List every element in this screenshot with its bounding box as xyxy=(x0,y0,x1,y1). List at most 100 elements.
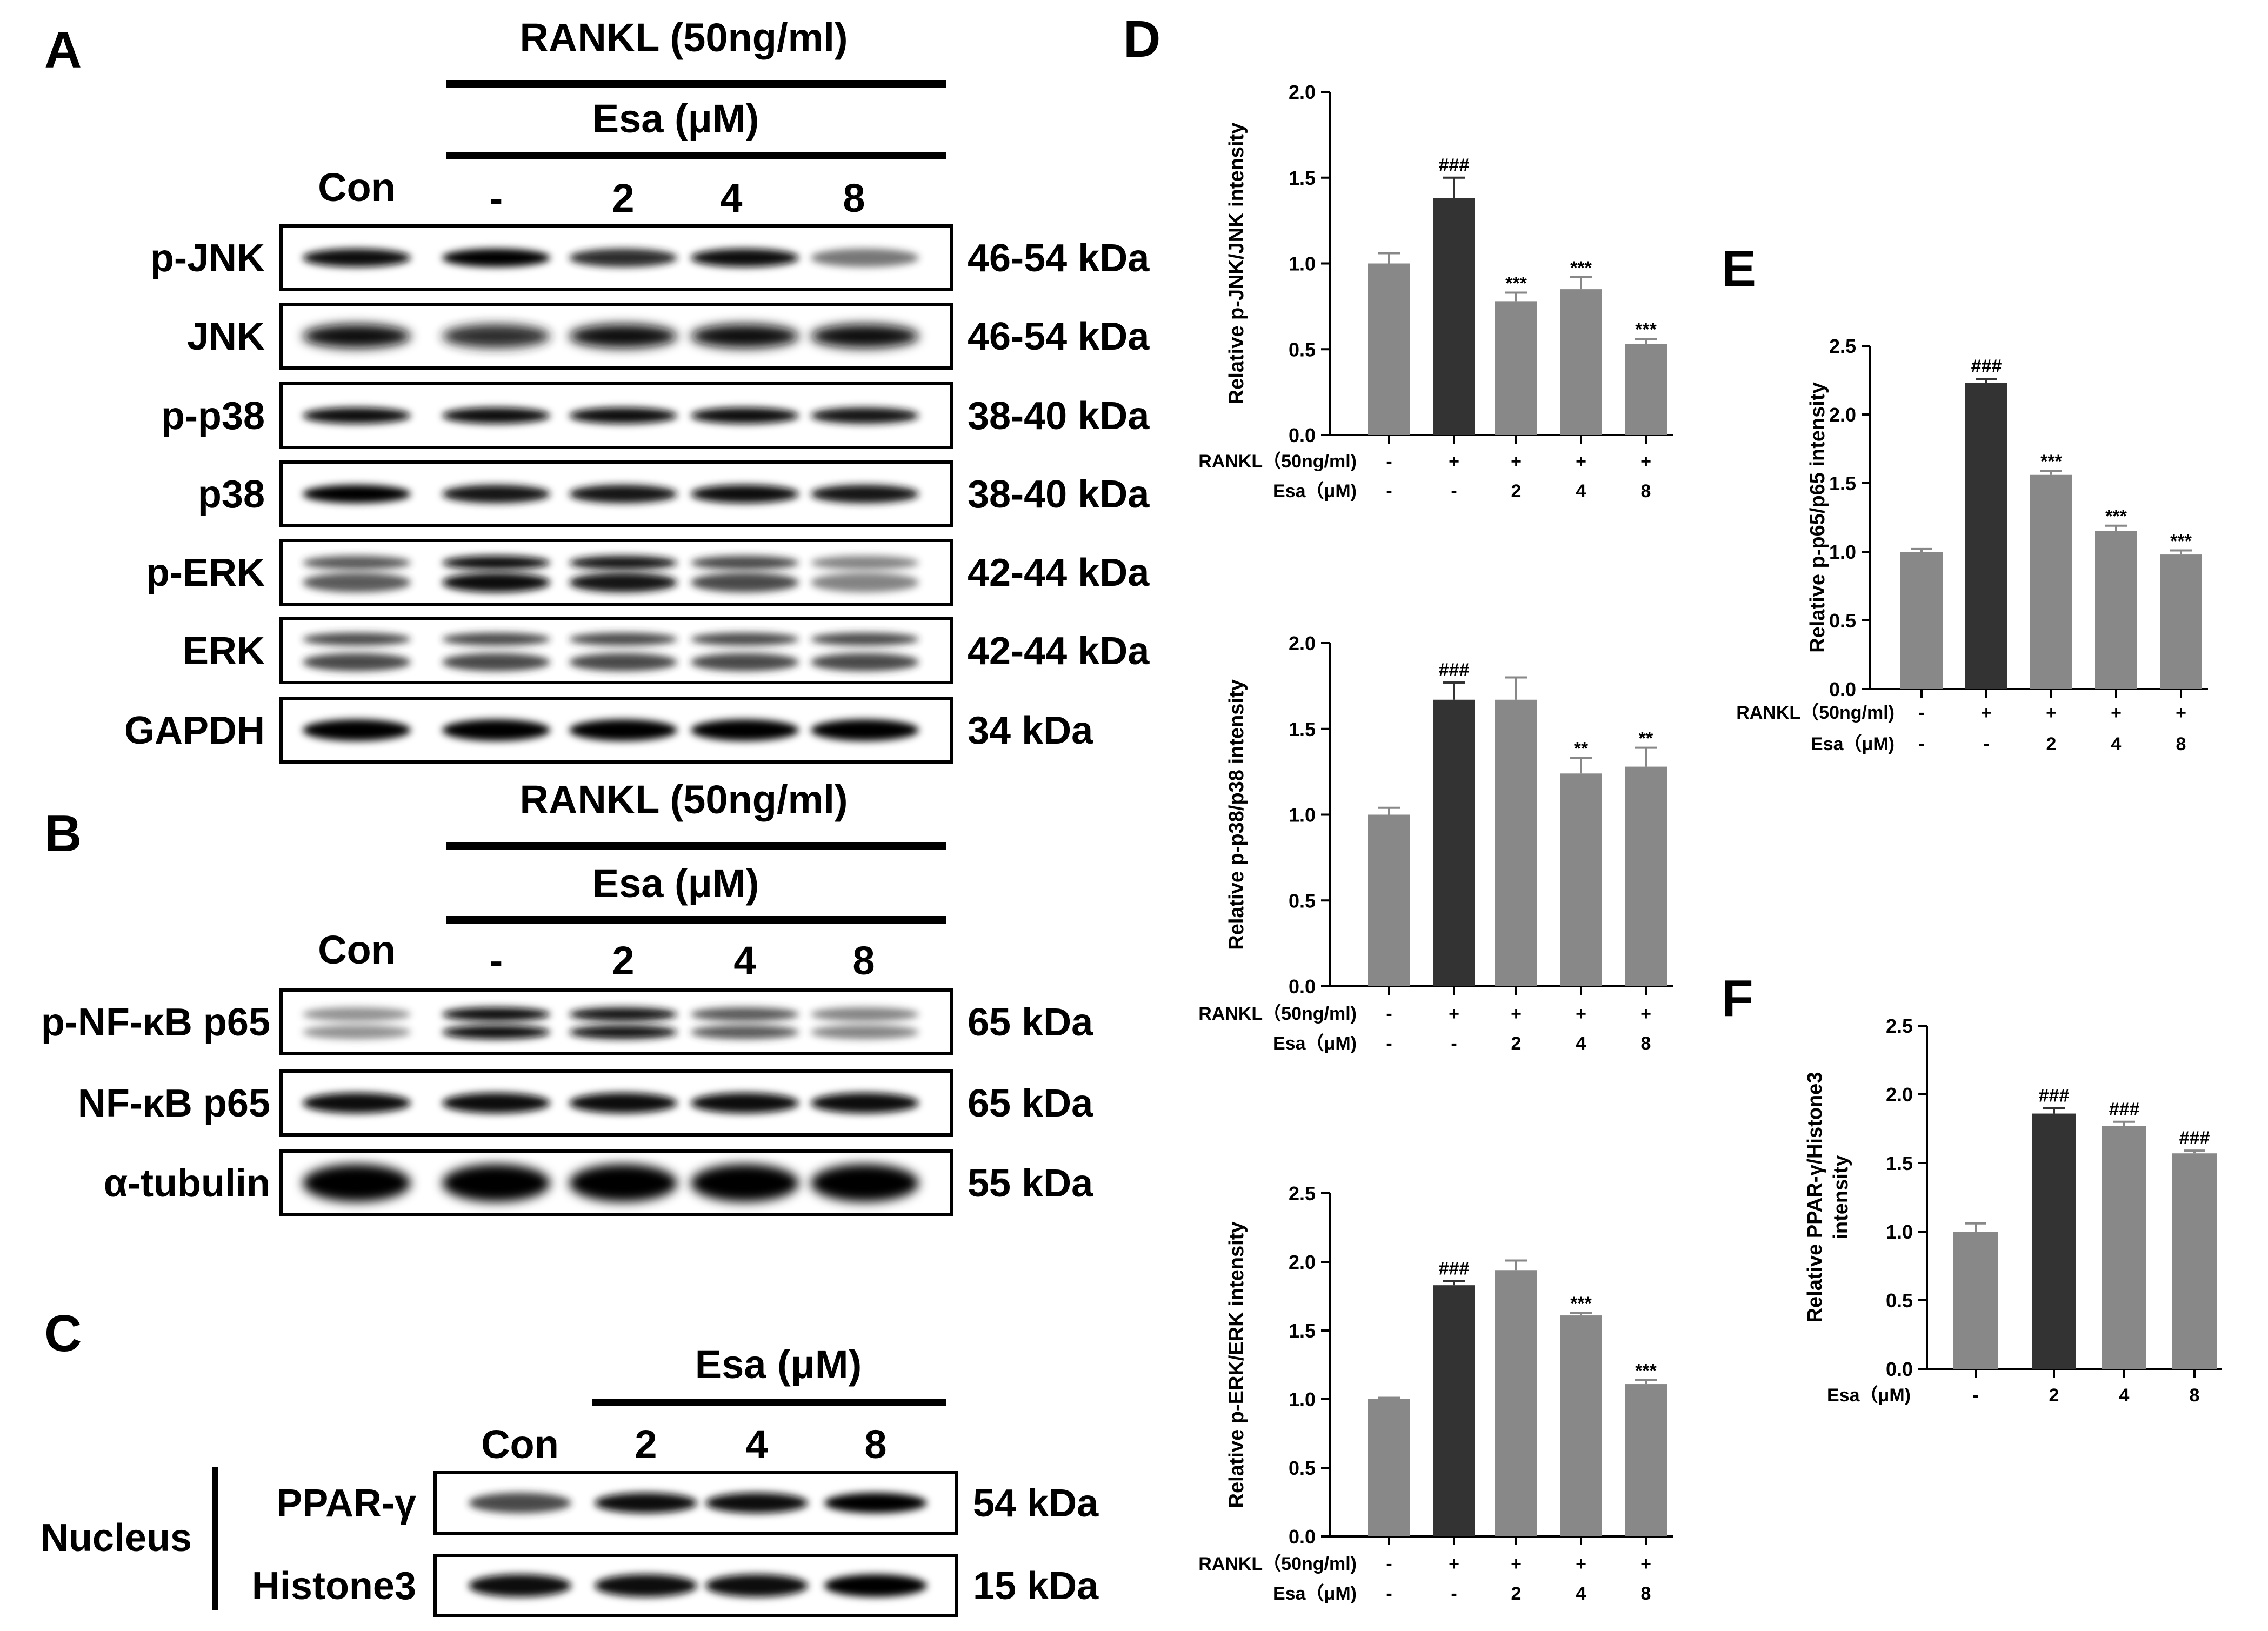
bar xyxy=(1368,814,1410,986)
blot-row: p-ERK 42-44 kDa xyxy=(146,539,1150,606)
bar xyxy=(1965,383,2007,689)
condition-value: + xyxy=(1981,703,1992,723)
condition-value: + xyxy=(1511,1554,1522,1574)
blot-row: p-NF-κB p65 65 kDa xyxy=(41,988,1093,1055)
blot-band xyxy=(705,1574,808,1597)
condition-value: 4 xyxy=(1576,1033,1586,1054)
blot-band xyxy=(303,1093,411,1113)
condition-label: RANKL（50ng/ml) xyxy=(1736,702,1895,723)
y-tick-label: 0.5 xyxy=(1289,1457,1316,1479)
kda-label: 42-44 kDa xyxy=(968,551,1150,594)
blot-band xyxy=(811,572,919,593)
blot-band xyxy=(811,653,919,672)
blot-band xyxy=(469,1574,571,1597)
y-tick-label: 1.5 xyxy=(1289,1320,1316,1342)
bar-chart-d: 0.0 0.5 1.0 1.5 2.0 ### ** ** Relative p-p38/p38… xyxy=(1198,632,1673,1054)
blot-row: α-tubulin 55 kDa xyxy=(104,1149,1093,1216)
bar xyxy=(1433,699,1475,986)
y-tick-label: 2.5 xyxy=(1289,1182,1316,1205)
protein-label: Histone3 xyxy=(252,1565,416,1608)
kda-label: 65 kDa xyxy=(968,1001,1093,1044)
panel-label-a: A xyxy=(44,21,82,79)
condition-label: Esa（μM) xyxy=(1273,1583,1357,1604)
condition-value: 8 xyxy=(2190,1385,2200,1406)
y-tick-label: 2.0 xyxy=(1289,1251,1316,1273)
y-tick-label: 0.0 xyxy=(1289,975,1316,998)
panel-label-b: B xyxy=(44,805,82,863)
kda-label: 65 kDa xyxy=(968,1082,1093,1125)
panel-label-e: E xyxy=(1722,240,1756,298)
condition-value: + xyxy=(1640,1554,1651,1574)
blot-c-header: Esa (μM) Con 2 4 8 Nucleus xyxy=(41,1342,946,1610)
bar xyxy=(1495,699,1537,986)
panel-label-f: F xyxy=(1722,970,1753,1027)
y-tick-label: 2.0 xyxy=(1886,1084,1913,1106)
blot-band xyxy=(442,1093,550,1113)
bar xyxy=(1368,263,1410,435)
blot-band xyxy=(303,485,411,503)
blot-band xyxy=(705,1493,808,1513)
blot-c-lane-4: 4 xyxy=(745,1422,768,1467)
condition-value: 4 xyxy=(2119,1385,2130,1406)
condition-value: - xyxy=(1451,1583,1457,1604)
blot-band xyxy=(811,1164,919,1202)
condition-value: - xyxy=(1386,481,1392,502)
significance-label: ** xyxy=(1639,728,1653,749)
blot-band xyxy=(303,324,411,348)
condition-label: RANKL（50ng/ml) xyxy=(1198,1553,1357,1574)
condition-value: - xyxy=(1386,1554,1392,1574)
blot-row: p-p38 38-40 kDa xyxy=(161,382,1150,449)
bar xyxy=(1625,1384,1667,1536)
blot-a: p-JNK 46-54 kDa JNK 46-54 kDa p-p38 38-40 kDa… xyxy=(124,224,1150,764)
blot-b-lane-con: Con xyxy=(318,927,396,972)
blot-band xyxy=(442,249,550,267)
condition-label: RANKL（50ng/ml) xyxy=(1198,451,1357,472)
bar xyxy=(1560,1315,1602,1536)
y-tick-label: 2.0 xyxy=(1289,632,1316,654)
condition-value: - xyxy=(1386,1004,1392,1024)
y-tick-label: 1.5 xyxy=(1289,167,1316,189)
significance-label: ### xyxy=(1439,155,1470,176)
blot-band xyxy=(811,719,919,741)
blot-band xyxy=(303,653,411,672)
blot-band xyxy=(811,556,919,570)
blot-band xyxy=(569,556,677,570)
y-axis-label: Relative p-JNK/JNK intensity xyxy=(1225,123,1248,405)
significance-label: *** xyxy=(2170,531,2192,551)
blot-b-rankl-label: RANKL (50ng/ml) xyxy=(519,777,848,822)
charts: 0.0 0.5 1.0 1.5 2.0 ### *** *** *** Relative p-JN… xyxy=(1198,81,2222,1604)
y-tick-label: 1.5 xyxy=(1289,718,1316,740)
blot-band xyxy=(569,485,677,503)
blot-a-lane-8: 8 xyxy=(843,176,865,220)
blot-band xyxy=(811,249,919,267)
y-tick-label: 1.5 xyxy=(1829,472,1856,494)
condition-value: - xyxy=(1386,451,1392,472)
blot-band xyxy=(691,1093,799,1113)
blot-band xyxy=(442,1025,550,1039)
blot-band xyxy=(691,1164,799,1202)
protein-label: GAPDH xyxy=(124,709,265,752)
significance-label: ** xyxy=(1574,739,1589,759)
kda-label: 55 kDa xyxy=(968,1162,1093,1205)
blot-band xyxy=(811,407,919,424)
blot-membrane xyxy=(279,539,953,606)
blot-row: NF-κB p65 65 kDa xyxy=(78,1069,1093,1137)
condition-value: 2 xyxy=(1511,1583,1522,1604)
blot-band xyxy=(569,1164,677,1202)
condition-value: 2 xyxy=(1511,1033,1522,1054)
blot-b-lane-8: 8 xyxy=(852,938,875,983)
kda-label: 15 kDa xyxy=(973,1565,1099,1608)
y-tick-label: 1.0 xyxy=(1289,1388,1316,1411)
kda-label: 46-54 kDa xyxy=(968,237,1150,280)
bar xyxy=(2160,554,2202,689)
blot-row: Histone3 15 kDa xyxy=(252,1554,1099,1617)
blot-band xyxy=(691,572,799,593)
condition-label: Esa（μM) xyxy=(1811,733,1895,754)
blot-c-esa-label: Esa (μM) xyxy=(695,1342,862,1387)
blot-band xyxy=(569,1007,677,1021)
blot-row: PPAR-γ 54 kDa xyxy=(276,1471,1099,1535)
protein-label: p-JNK xyxy=(150,237,265,280)
bar xyxy=(2095,531,2137,689)
condition-value: - xyxy=(1451,1033,1457,1054)
y-tick-label: 2.0 xyxy=(1829,404,1856,426)
